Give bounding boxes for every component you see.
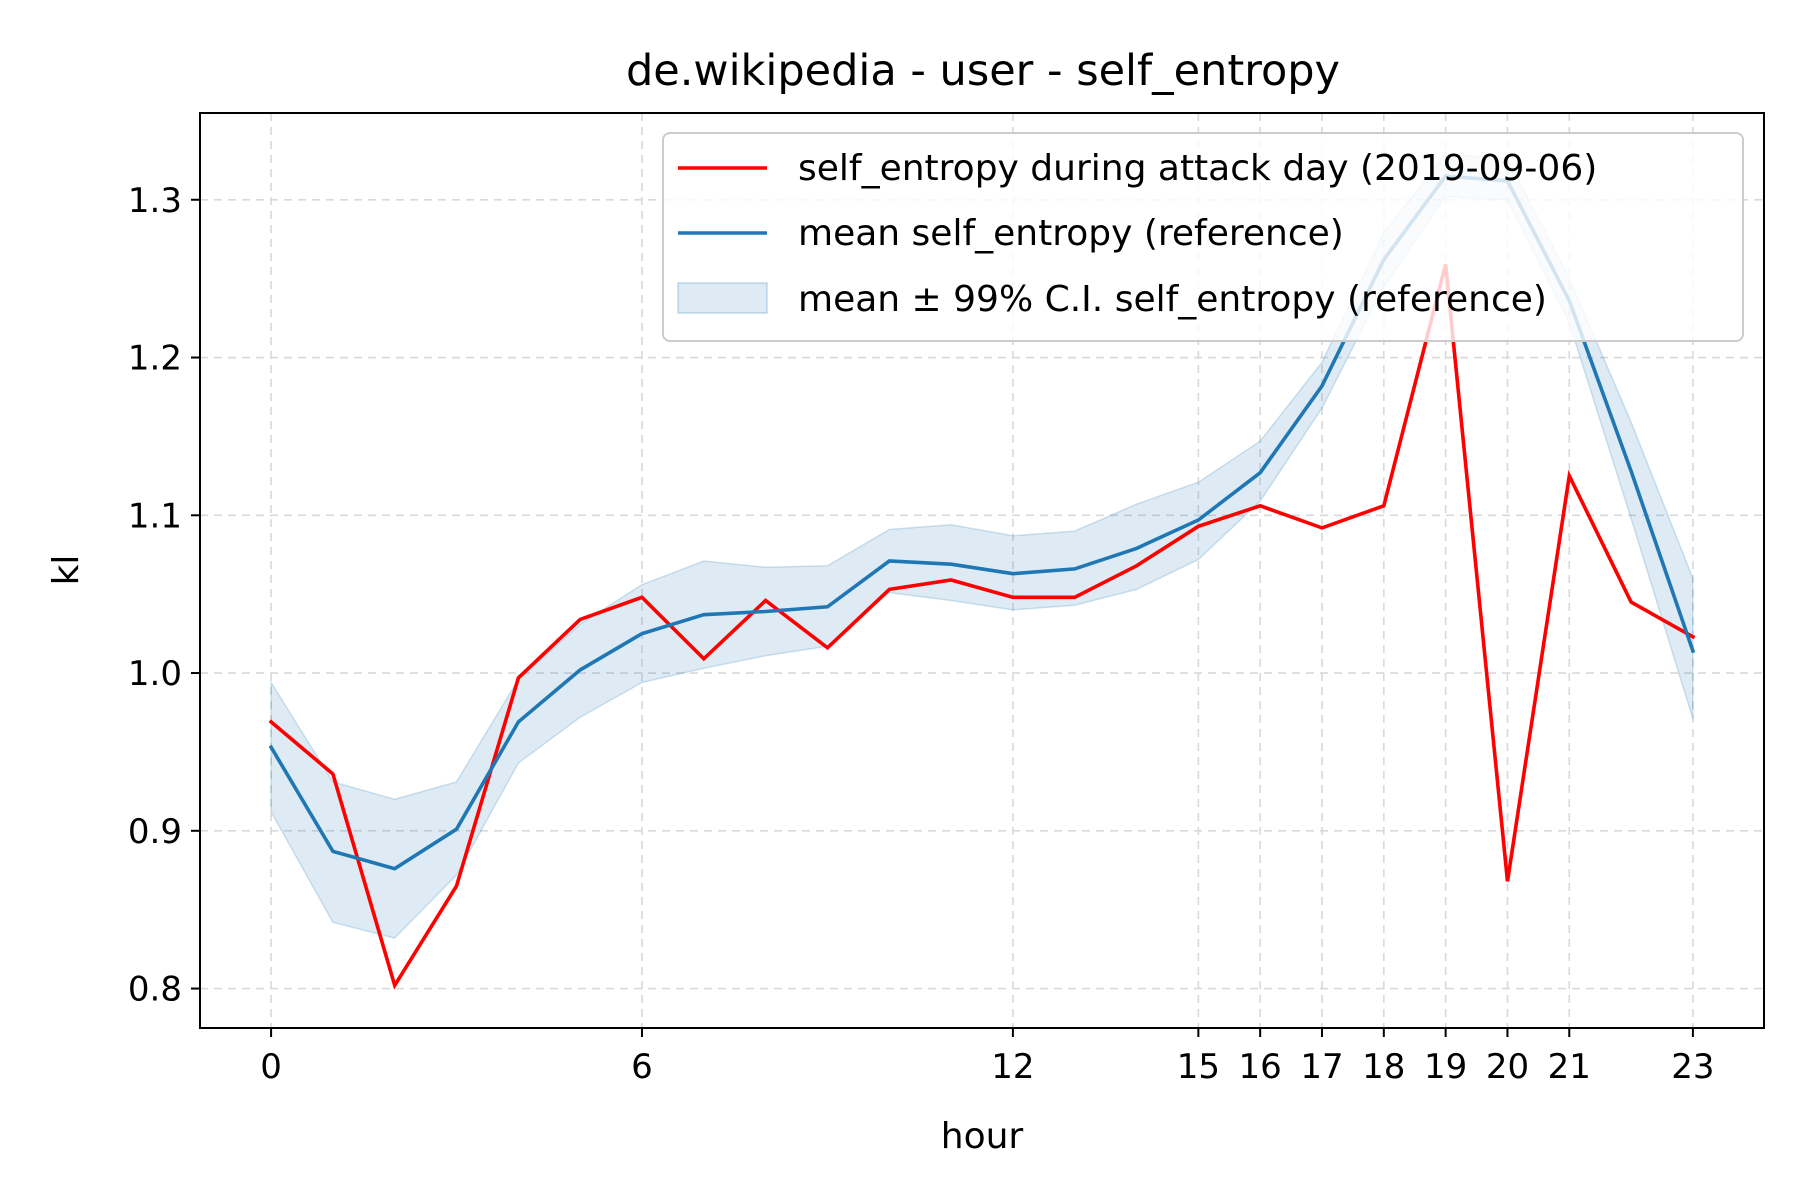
y-tick-label-0.8: 0.8 [128, 970, 182, 1010]
x-tick-label-15: 15 [1177, 1047, 1220, 1087]
x-tick-label-23: 23 [1671, 1047, 1714, 1087]
legend-frame [662, 132, 1744, 342]
x-tick-label-19: 19 [1424, 1047, 1467, 1087]
y-axis-ticks: 0.8 0.9 1.0 1.1 1.2 1.3 [128, 181, 200, 1010]
legend-swatch-ci-band [677, 282, 768, 314]
plot-frame [199, 112, 1765, 1029]
x-tick-label-21: 21 [1548, 1047, 1591, 1087]
x-axis-ticks: 0 6 12 15 16 17 18 19 20 21 23 [260, 1028, 1715, 1087]
x-tick-label-12: 12 [991, 1047, 1034, 1087]
x-axis-label: hour [941, 1116, 1024, 1157]
x-tick-label-6: 6 [631, 1047, 653, 1087]
chart-title: de.wikipedia - user - self_entropy [626, 46, 1340, 96]
attack-day-line [268, 263, 1696, 990]
ci-band-layer [270, 153, 1694, 939]
y-tick-label-1.3: 1.3 [128, 181, 182, 221]
y-tick-label-1.1: 1.1 [128, 496, 182, 536]
legend: self_entropy during attack day (2019-09-… [662, 132, 1744, 342]
legend-label-ci: mean ± 99% C.I. self_entropy (reference) [798, 279, 1547, 320]
ci-band-area [270, 153, 1694, 939]
legend-label-mean: mean self_entropy (reference) [798, 213, 1344, 254]
legend-label-attack: self_entropy during attack day (2019-09-… [798, 148, 1597, 189]
y-tick-label-0.9: 0.9 [128, 812, 182, 852]
x-tick-label-18: 18 [1362, 1047, 1405, 1087]
x-tick-label-0: 0 [260, 1047, 282, 1087]
x-tick-label-20: 20 [1486, 1047, 1529, 1087]
x-tick-label-16: 16 [1239, 1047, 1282, 1087]
y-tick-label-1.2: 1.2 [128, 339, 182, 379]
x-tick-label-17: 17 [1300, 1047, 1343, 1087]
y-axis-label: kl [46, 555, 87, 586]
y-tick-label-1.0: 1.0 [128, 654, 182, 694]
